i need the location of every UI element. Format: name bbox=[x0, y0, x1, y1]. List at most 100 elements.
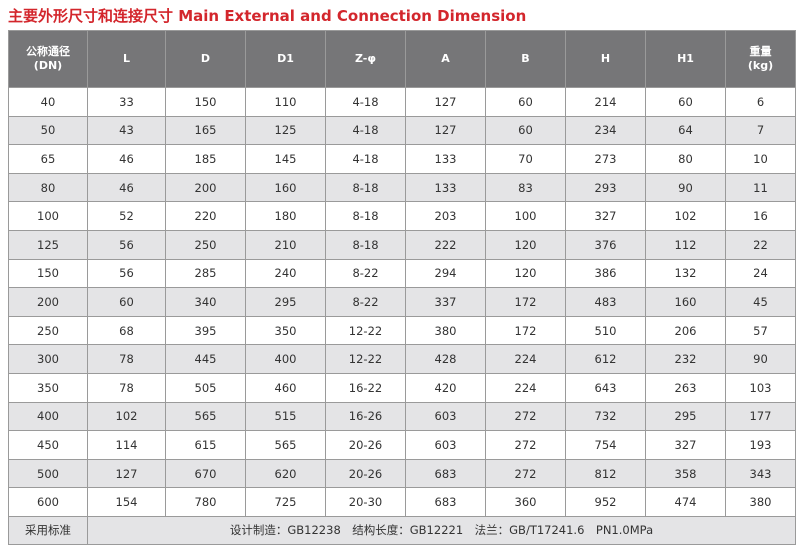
table-cell: 294 bbox=[405, 258, 486, 289]
table-row: 80 46 200 160 8-18 133 83 293 90 11 bbox=[8, 172, 796, 203]
table-cell: 683 bbox=[405, 487, 486, 517]
footer-row: 采用标准 设计制造：GB12238 结构长度：GB12221 法兰：GB/T172… bbox=[8, 515, 796, 545]
table-cell: 214 bbox=[565, 87, 646, 117]
table-row: 40 33 150 110 4-18 127 60 214 60 6 bbox=[8, 87, 796, 117]
table-cell: 295 bbox=[645, 401, 726, 432]
table-row: 350 78 505 460 16-22 420 224 643 263 103 bbox=[8, 372, 796, 403]
table-cell: 483 bbox=[565, 287, 646, 317]
table-cell: 263 bbox=[645, 372, 726, 403]
table-cell: 565 bbox=[245, 430, 326, 460]
table-row: 150 56 285 240 8-22 294 120 386 132 24 bbox=[8, 258, 796, 289]
table-cell: 160 bbox=[245, 172, 326, 203]
table-cell: 22 bbox=[725, 229, 796, 260]
table-cell: 474 bbox=[645, 487, 726, 517]
table-cell: 64 bbox=[645, 115, 726, 146]
header-cell: H bbox=[565, 30, 646, 88]
table-cell: 615 bbox=[165, 430, 246, 460]
table-cell: 185 bbox=[165, 144, 246, 174]
table-cell: 120 bbox=[485, 258, 566, 289]
table-cell: 80 bbox=[645, 144, 726, 174]
table-cell: 127 bbox=[405, 115, 486, 146]
table-cell: 780 bbox=[165, 487, 246, 517]
table-cell: 78 bbox=[87, 372, 166, 403]
table-cell: 90 bbox=[645, 172, 726, 203]
table-cell: 428 bbox=[405, 344, 486, 374]
dimension-table: 公称通径 (DN) L D D1 Z-φ A B H H1 重量 (kg) 40 33 150 110 4… bbox=[8, 30, 796, 545]
table-cell: 400 bbox=[8, 401, 88, 432]
table-cell: 250 bbox=[165, 229, 246, 260]
table-cell: 133 bbox=[405, 172, 486, 203]
table-cell: 240 bbox=[245, 258, 326, 289]
table-cell: 12-22 bbox=[325, 344, 406, 374]
table-row: 400 102 565 515 16-26 603 272 732 295 177 bbox=[8, 401, 796, 432]
table-cell: 224 bbox=[485, 344, 566, 374]
table-cell: 103 bbox=[725, 372, 796, 403]
table-cell: 380 bbox=[725, 487, 796, 517]
header-cell: Z-φ bbox=[325, 30, 406, 88]
table-cell: 812 bbox=[565, 458, 646, 489]
table-cell: 272 bbox=[485, 458, 566, 489]
header-cell: A bbox=[405, 30, 486, 88]
table-cell: 4-18 bbox=[325, 87, 406, 117]
table-cell: 620 bbox=[245, 458, 326, 489]
title: 主要外形尺寸和连接尺寸 Main External and Connection… bbox=[8, 7, 527, 25]
table-cell: 683 bbox=[405, 458, 486, 489]
table-cell: 154 bbox=[87, 487, 166, 517]
table-cell: 16-26 bbox=[325, 401, 406, 432]
table-cell: 150 bbox=[8, 258, 88, 289]
table-row: 300 78 445 400 12-22 428 224 612 232 90 bbox=[8, 344, 796, 374]
table-cell: 12-22 bbox=[325, 315, 406, 346]
table-cell: 376 bbox=[565, 229, 646, 260]
table-cell: 16-22 bbox=[325, 372, 406, 403]
table-cell: 350 bbox=[8, 372, 88, 403]
table-cell: 232 bbox=[645, 344, 726, 374]
table-cell: 125 bbox=[245, 115, 326, 146]
table-cell: 60 bbox=[645, 87, 726, 117]
table-cell: 400 bbox=[245, 344, 326, 374]
table-cell: 110 bbox=[245, 87, 326, 117]
table-cell: 272 bbox=[485, 430, 566, 460]
table-cell: 10 bbox=[725, 144, 796, 174]
table-cell: 250 bbox=[8, 315, 88, 346]
header-cell: 公称通径 (DN) bbox=[8, 30, 88, 88]
table-cell: 222 bbox=[405, 229, 486, 260]
table-cell: 100 bbox=[485, 201, 566, 231]
table-cell: 952 bbox=[565, 487, 646, 517]
table-row: 600 154 780 725 20-30 683 360 952 474 380 bbox=[8, 487, 796, 517]
table-cell: 56 bbox=[87, 258, 166, 289]
table-cell: 11 bbox=[725, 172, 796, 203]
table-cell: 725 bbox=[245, 487, 326, 517]
table-cell: 272 bbox=[485, 401, 566, 432]
table-cell: 600 bbox=[8, 487, 88, 517]
table-cell: 203 bbox=[405, 201, 486, 231]
table-cell: 83 bbox=[485, 172, 566, 203]
table-cell: 395 bbox=[165, 315, 246, 346]
table-cell: 224 bbox=[485, 372, 566, 403]
footer-label: 采用标准 bbox=[8, 515, 88, 545]
table-row: 100 52 220 180 8-18 203 100 327 102 16 bbox=[8, 201, 796, 231]
table-cell: 165 bbox=[165, 115, 246, 146]
table-row: 250 68 395 350 12-22 380 172 510 206 57 bbox=[8, 315, 796, 346]
table-cell: 102 bbox=[87, 401, 166, 432]
table-cell: 460 bbox=[245, 372, 326, 403]
table-cell: 193 bbox=[725, 430, 796, 460]
table-row: 65 46 185 145 4-18 133 70 273 80 10 bbox=[8, 144, 796, 174]
table-cell: 285 bbox=[165, 258, 246, 289]
table-cell: 386 bbox=[565, 258, 646, 289]
table-cell: 8-18 bbox=[325, 201, 406, 231]
table-cell: 8-18 bbox=[325, 229, 406, 260]
table-cell: 754 bbox=[565, 430, 646, 460]
table-cell: 60 bbox=[485, 87, 566, 117]
table-cell: 20-26 bbox=[325, 458, 406, 489]
table-cell: 8-18 bbox=[325, 172, 406, 203]
table-cell: 180 bbox=[245, 201, 326, 231]
table-cell: 8-22 bbox=[325, 258, 406, 289]
table-cell: 295 bbox=[245, 287, 326, 317]
table-row: 450 114 615 565 20-26 603 272 754 327 193 bbox=[8, 430, 796, 460]
table-cell: 273 bbox=[565, 144, 646, 174]
table-cell: 100 bbox=[8, 201, 88, 231]
table-cell: 300 bbox=[8, 344, 88, 374]
table-cell: 358 bbox=[645, 458, 726, 489]
table-cell: 78 bbox=[87, 344, 166, 374]
table-cell: 337 bbox=[405, 287, 486, 317]
